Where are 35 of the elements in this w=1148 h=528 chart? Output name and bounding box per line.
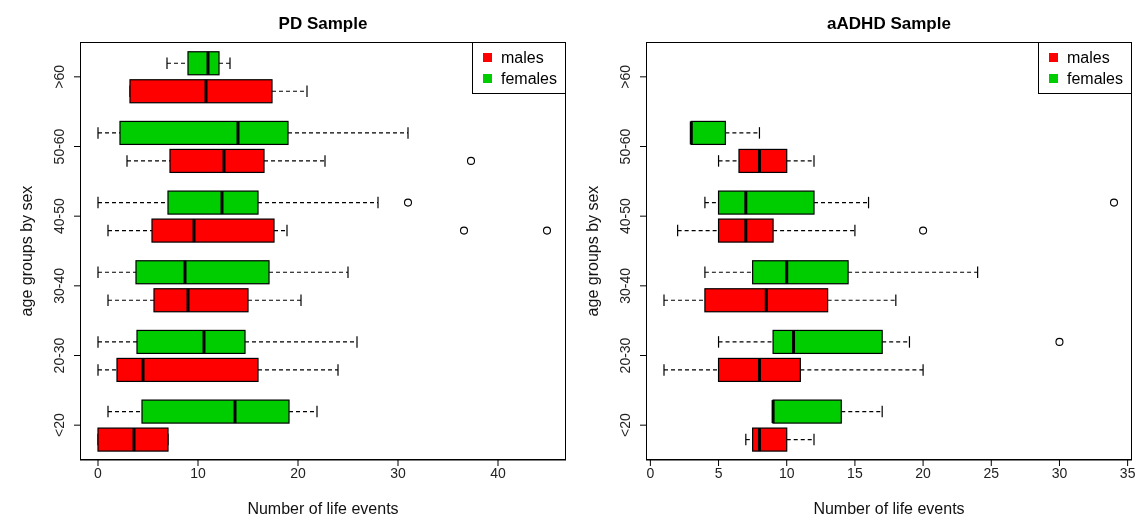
- legend-label: males: [500, 48, 544, 68]
- y-tick-label: <20: [51, 413, 67, 438]
- y-tick-label: 20-30: [617, 337, 633, 374]
- x-tick-label: 40: [490, 464, 506, 481]
- y-tick-label: >60: [51, 64, 67, 89]
- x-tick-label: 30: [1051, 464, 1068, 481]
- y-axis-title: age groups by sex: [17, 185, 35, 317]
- chart-title: PD Sample: [277, 14, 369, 34]
- y-tick-label: 30-40: [51, 267, 67, 304]
- x-tick-label: 5: [714, 464, 723, 481]
- chart-title: aADHD Sample: [826, 14, 952, 34]
- x-tick-label: 20: [290, 464, 306, 481]
- legend-label: females: [500, 69, 557, 89]
- legend-label: males: [1066, 48, 1110, 68]
- x-tick-label: 30: [390, 464, 406, 481]
- x-axis-title: Number of life events: [247, 500, 399, 517]
- x-tick-label: 10: [190, 464, 206, 481]
- y-tick-label: >60: [617, 64, 633, 89]
- y-tick-label: 50-60: [51, 128, 67, 165]
- y-tick-label: <20: [617, 413, 633, 438]
- x-tick-label: 20: [915, 464, 932, 481]
- x-tick-label: 0: [94, 464, 103, 481]
- y-axis-title: age groups by sex: [583, 185, 601, 317]
- y-tick-label: 30-40: [617, 267, 633, 304]
- x-tick-label: 15: [847, 464, 863, 481]
- x-tick-label: 0: [646, 464, 655, 481]
- y-tick-label: 20-30: [51, 337, 67, 374]
- legend-label: females: [1066, 69, 1123, 89]
- y-tick-label: 40-50: [617, 198, 633, 235]
- x-tick-label: 10: [778, 464, 795, 481]
- x-tick-label: 35: [1119, 464, 1136, 481]
- y-tick-label: 40-50: [51, 198, 67, 235]
- y-tick-label: 50-60: [617, 128, 633, 165]
- x-tick-label: 25: [983, 464, 1000, 481]
- x-axis-title: Number of life events: [813, 500, 965, 517]
